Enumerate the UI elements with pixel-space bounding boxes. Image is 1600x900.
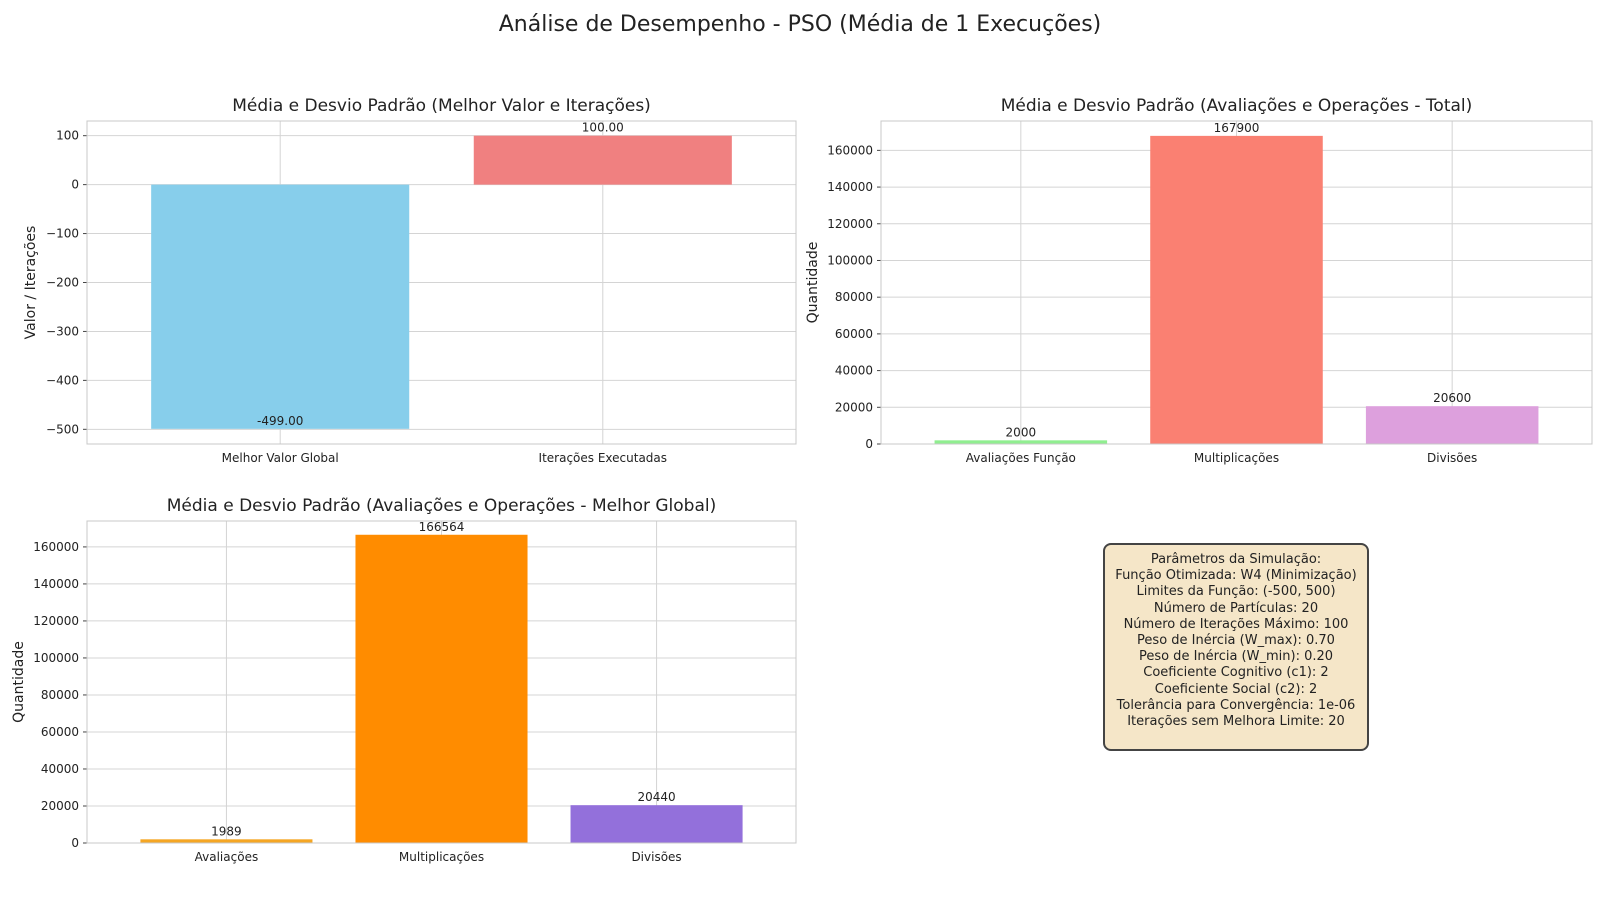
param-line: Peso de Inércia (W_max): 0.70: [1137, 633, 1335, 649]
y-tick-label: 100: [56, 129, 79, 143]
y-tick-label: 20000: [41, 799, 79, 813]
y-axis-label: Quantidade: [11, 641, 27, 723]
y-tick-label: 20000: [835, 400, 873, 414]
param-line: Coeficiente Social (c2): 2: [1154, 681, 1318, 697]
y-tick-label: 140000: [33, 577, 79, 591]
y-tick-label: −500: [46, 422, 79, 436]
y-tick-label: 60000: [835, 327, 873, 341]
bar: [1150, 135, 1323, 444]
param-line: Função Otimizada: W4 (Minimização): [1115, 568, 1357, 584]
bar-value-label: 100.00: [582, 121, 624, 135]
x-category-label: Divisões: [631, 850, 681, 864]
y-tick-label: 0: [865, 437, 873, 451]
bar: [1365, 406, 1539, 444]
x-category-label: Melhor Valor Global: [222, 451, 339, 465]
y-axis-label: Quantidade: [805, 242, 821, 324]
x-category-label: Avaliações: [195, 850, 259, 864]
bar: [473, 135, 732, 185]
bar-value-label: 166564: [419, 520, 465, 534]
bar-value-label: 167900: [1214, 121, 1260, 135]
bar-value-label: 2000: [1006, 425, 1037, 439]
plot-border: [86, 120, 797, 445]
y-tick-label: −400: [46, 373, 79, 387]
chart-total-operations: 0 20000 40000 60000 80000 100000 120000 140000 1…: [805, 96, 1593, 465]
y-tick-label: 100000: [827, 253, 873, 267]
y-tick-label: 120000: [827, 217, 873, 231]
bar: [570, 805, 743, 843]
param-line: Coeficiente Cognitivo (c1): 2: [1143, 665, 1329, 681]
y-tick-label: −100: [46, 227, 79, 241]
y-tick-label: −300: [46, 324, 79, 338]
y-tick-label: 0: [71, 178, 79, 192]
x-category-label: Avaliações Função: [966, 451, 1076, 465]
param-line: Número de Iterações Máximo: 100: [1123, 616, 1349, 632]
x-category-label: Iterações Executadas: [539, 451, 667, 465]
x-category-label: Divisões: [1427, 451, 1477, 465]
param-line: Peso de Inércia (W_min): 0.20: [1138, 649, 1334, 665]
y-tick-label: 100000: [33, 651, 79, 665]
param-line: Parâmetros da Simulação:: [1150, 552, 1322, 567]
bar-value-label: 20600: [1433, 391, 1471, 405]
y-tick-label: 40000: [835, 364, 873, 378]
bar: [151, 184, 410, 429]
y-tick-label: 160000: [827, 143, 873, 157]
y-tick-label: 60000: [41, 725, 79, 739]
y-tick-label: 120000: [33, 614, 79, 628]
param-line: Número de Partículas: 20: [1153, 600, 1319, 616]
bar: [934, 440, 1108, 444]
simulation-parameters-box: Parâmetros da Simulação: Função Otimizad…: [1103, 543, 1369, 751]
y-tick-label: 80000: [835, 290, 873, 304]
bar: [355, 534, 528, 843]
chart-title: Média e Desvio Padrão (Melhor Valor e It…: [232, 96, 651, 116]
param-line: Tolerância para Convergência: 1e-06: [1116, 697, 1356, 713]
y-tick-label: 80000: [41, 688, 79, 702]
chart-best-value-iterations: −500 −400 −300 −200 −100 0 100 -499.00 Melhor Va…: [23, 96, 797, 465]
y-tick-label: 0: [71, 836, 79, 850]
y-tick-label: 160000: [33, 540, 79, 554]
x-category-label: Multiplicações: [399, 850, 484, 864]
bar-value-label: 1989: [211, 824, 242, 838]
param-line: Limites da Função: (-500, 500): [1136, 584, 1336, 600]
chart-best-global-operations: 0 20000 40000 60000 80000 100000 120000 140000 1…: [11, 496, 797, 864]
plot-border: [880, 120, 1593, 445]
y-tick-label: −200: [46, 276, 79, 290]
y-axis-label: Valor / Iterações: [23, 226, 39, 340]
figure-title: Análise de Desempenho - PSO (Média de 1 …: [498, 12, 1102, 37]
plot-border: [86, 520, 797, 844]
chart-title: Média e Desvio Padrão (Avaliações e Oper…: [1001, 96, 1473, 116]
x-category-label: Multiplicações: [1194, 451, 1279, 465]
chart-title: Média e Desvio Padrão (Avaliações e Oper…: [167, 496, 717, 516]
bar-value-label: -499.00: [257, 414, 303, 428]
y-tick-label: 140000: [827, 180, 873, 194]
bar: [140, 839, 313, 843]
y-tick-label: 40000: [41, 762, 79, 776]
bar-value-label: 20440: [637, 790, 675, 804]
param-line: Iterações sem Melhora Limite: 20: [1127, 714, 1345, 730]
